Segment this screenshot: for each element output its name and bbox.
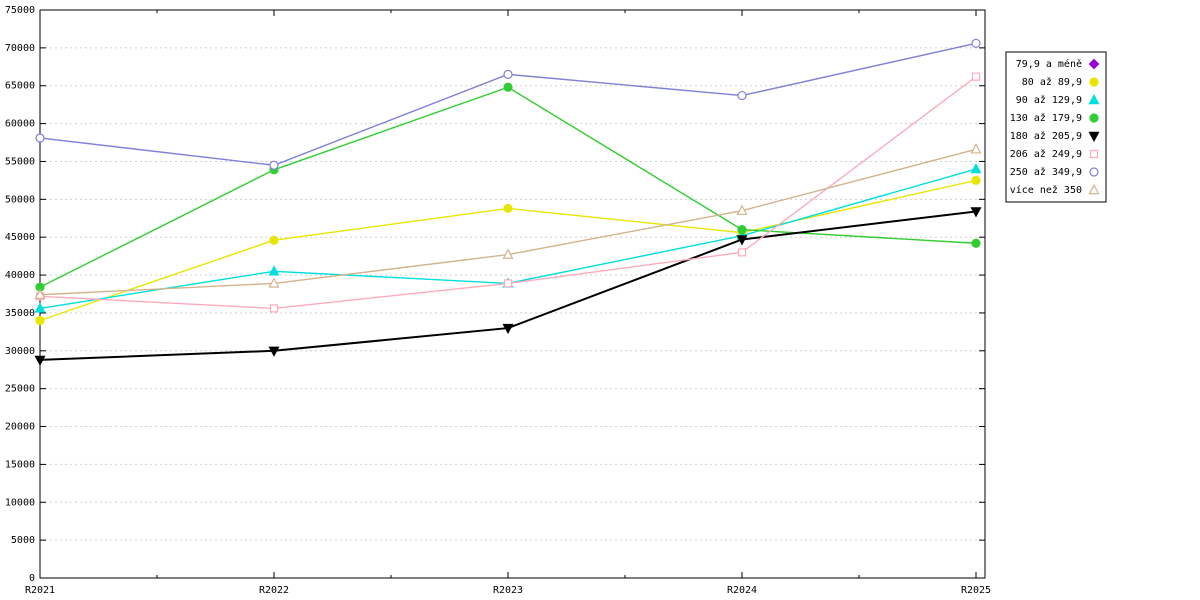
- tick-label: 5000: [11, 535, 35, 546]
- series-marker: [34, 355, 46, 366]
- tick-label: 20000: [5, 422, 35, 433]
- series-marker: [1089, 149, 1099, 159]
- legend-label: 80 až 89,9: [1022, 76, 1082, 88]
- tick-label: R2025: [961, 585, 991, 596]
- series-marker: [269, 160, 279, 170]
- series-marker: [971, 72, 981, 81]
- series-marker: [737, 225, 747, 235]
- series-marker: [1088, 183, 1100, 195]
- series-marker: [268, 346, 280, 357]
- grid: [40, 47, 985, 541]
- tick-label: 25000: [5, 384, 35, 395]
- series-marker: [269, 304, 279, 313]
- series-marker: [269, 235, 279, 245]
- series-8: [34, 143, 982, 299]
- series-marker: [34, 288, 46, 299]
- tick-label: 15000: [5, 459, 35, 470]
- series-marker: [971, 238, 981, 248]
- series-marker: [1089, 167, 1099, 177]
- legend-label: více než 350: [1010, 184, 1082, 196]
- legend-label: 250 až 349,9: [1010, 166, 1082, 178]
- series-marker: [503, 203, 513, 214]
- legend-entry: 250 až 349,9: [1010, 166, 1099, 178]
- tick-label: R2021: [25, 585, 55, 596]
- series-6: [35, 72, 981, 313]
- tick-label: 70000: [5, 43, 35, 54]
- tick-label: 60000: [5, 119, 35, 130]
- series-marker: [268, 265, 280, 276]
- series-marker: [1089, 77, 1099, 87]
- legend-entry: 130 až 179,9: [1010, 112, 1099, 124]
- tick-label: 10000: [5, 497, 35, 508]
- tick-label: 0: [29, 573, 35, 584]
- legend-entry: 80 až 89,9: [1022, 76, 1099, 88]
- legend-label: 130 až 179,9: [1010, 112, 1082, 124]
- axes: 0 5000 10000 15000 20000 25000 30000 35000 40000…: [5, 5, 991, 596]
- series-marker: [736, 204, 748, 215]
- tick-label: 35000: [5, 308, 35, 319]
- series-marker: [34, 302, 46, 313]
- series-marker: [737, 248, 747, 257]
- legend-entry: 79,9 a méně: [1016, 58, 1100, 70]
- tick-label: 45000: [5, 232, 35, 243]
- series-marker: [268, 277, 280, 288]
- series-marker: [35, 133, 45, 143]
- legend-entry: 206 až 249,9: [1010, 148, 1099, 160]
- tick-label: 55000: [5, 156, 35, 167]
- legend-entry: 180 až 205,9: [1010, 130, 1100, 143]
- legend-entry: 90 až 129,9: [1016, 93, 1100, 106]
- legend-label: 79,9 a méně: [1016, 58, 1082, 70]
- legend-label: 180 až 205,9: [1010, 130, 1082, 142]
- tick-label: 40000: [5, 270, 35, 281]
- series-7: [35, 38, 981, 170]
- tick-label: R2024: [727, 585, 757, 596]
- series-4: [35, 82, 981, 292]
- series-marker: [503, 279, 513, 288]
- series-marker: [503, 82, 513, 92]
- series-marker: [503, 69, 513, 79]
- series-5: [34, 207, 982, 366]
- series-marker: [736, 235, 748, 246]
- series-marker: [1088, 58, 1100, 70]
- series-marker: [502, 323, 514, 335]
- series-marker: [970, 207, 982, 218]
- tick-label: 30000: [5, 346, 35, 357]
- legend-label: 90 až 129,9: [1016, 94, 1082, 106]
- series-marker: [737, 90, 747, 101]
- series-marker: [971, 175, 981, 185]
- legend-entry: více než 350: [1010, 183, 1100, 196]
- series-marker: [502, 248, 514, 259]
- tick-label: R2022: [259, 585, 289, 596]
- tick-label: 75000: [5, 5, 35, 16]
- tick-label: R2023: [493, 585, 523, 596]
- legend-label: 206 až 249,9: [1010, 148, 1082, 160]
- series-marker: [970, 143, 982, 154]
- legend: 79,9 a méně 80 až 89,9 90 až 129,9 130 až 1…: [1005, 51, 1107, 203]
- tick-label: 50000: [5, 194, 35, 205]
- series-3: [34, 162, 982, 313]
- series-marker: [971, 38, 981, 48]
- series-marker: [35, 315, 45, 326]
- tick-label: 65000: [5, 81, 35, 92]
- series-marker: [1089, 113, 1099, 123]
- series-marker: [1088, 93, 1100, 105]
- series-marker: [970, 162, 982, 174]
- series-marker: [1088, 131, 1100, 143]
